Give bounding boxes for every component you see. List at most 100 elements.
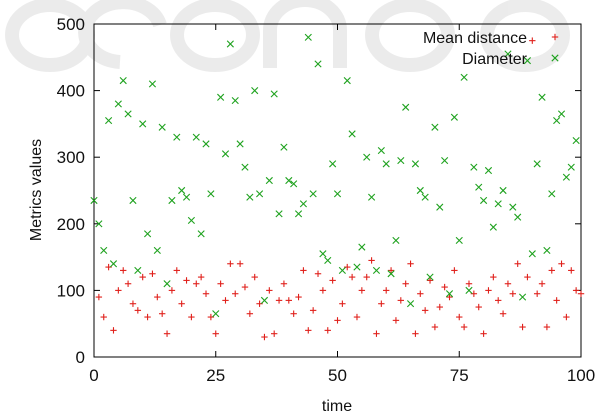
- mean-distance-point: [197, 273, 205, 281]
- legend-marker-diameter-glyph: [551, 54, 559, 62]
- mean-distance-point: [290, 310, 297, 317]
- diameter-point: [163, 280, 171, 288]
- diameter-point: [387, 270, 395, 278]
- diameter-point: [382, 160, 390, 168]
- mean-distance-point: [368, 257, 375, 264]
- mean-distance-point: [514, 260, 521, 267]
- mean-distance-point: [134, 307, 142, 314]
- diameter-point: [105, 116, 113, 125]
- diameter-point: [158, 123, 166, 131]
- diameter-point: [406, 300, 415, 308]
- mean-distance-point: [392, 317, 400, 324]
- diameter-point: [470, 163, 478, 171]
- diameter-point: [533, 160, 541, 168]
- data-markers: [90, 33, 585, 341]
- mean-distance-point: [558, 260, 565, 267]
- diameter-point: [226, 40, 234, 48]
- diameter-point: [134, 266, 142, 275]
- mean-distance-point: [314, 270, 322, 277]
- mean-distance-point: [334, 317, 341, 324]
- diameter-point: [455, 236, 463, 245]
- mean-distance-point: [309, 307, 317, 314]
- mean-distance-point: [431, 323, 439, 331]
- diameter-point: [192, 133, 200, 141]
- diameter-point: [494, 200, 502, 208]
- mean-distance-point: [543, 323, 551, 331]
- mean-distance-point: [124, 280, 132, 287]
- x-axis-title: time: [322, 398, 352, 415]
- diameter-point: [314, 60, 322, 68]
- mean-distance-point: [426, 277, 434, 284]
- mean-distance-point: [563, 313, 570, 321]
- diameter-point: [416, 186, 424, 195]
- mean-distance-point: [324, 327, 331, 334]
- mean-distance-point: [100, 313, 107, 321]
- mean-distance-point: [95, 293, 103, 301]
- diameter-point: [528, 250, 536, 258]
- x-tick-label: 0: [89, 366, 98, 385]
- mean-distance-point: [495, 297, 502, 304]
- mean-distance-point: [529, 37, 536, 44]
- diameter-point: [197, 230, 205, 238]
- diameter-point: [353, 263, 361, 271]
- diameter-point: [280, 143, 288, 151]
- mean-distance-point: [261, 333, 268, 341]
- diameter-point: [100, 246, 108, 255]
- mean-distance-point: [383, 287, 390, 294]
- mean-distance-point: [533, 290, 541, 297]
- mean-distance-point: [295, 293, 302, 301]
- mean-distance-point: [246, 310, 254, 317]
- mean-distance-point: [490, 273, 497, 281]
- mean-distance-point: [348, 273, 356, 281]
- diameter-point: [187, 216, 195, 225]
- diameter-point: [241, 163, 249, 171]
- mean-distance-point: [499, 310, 507, 317]
- diameter-point: [348, 130, 356, 138]
- diameter-point: [294, 210, 303, 218]
- diameter-point: [557, 110, 566, 118]
- mean-distance-point: [339, 300, 346, 307]
- diameter-point: [207, 190, 215, 198]
- y-tick-labels: 0 100 200 300 400 500: [57, 15, 85, 367]
- mean-distance-point: [504, 280, 512, 287]
- legend-label-mean-distance: Mean distance: [423, 30, 527, 47]
- diameter-point: [246, 193, 254, 201]
- diameter-point: [173, 133, 181, 141]
- mean-distance-point: [110, 327, 117, 334]
- diameter-point: [124, 110, 132, 118]
- mean-distance-point: [358, 287, 366, 294]
- legend: Mean distance Diameter: [423, 30, 559, 68]
- mean-distance-point: [572, 287, 580, 294]
- mean-distance-point: [421, 307, 429, 314]
- diameter-point: [260, 296, 269, 304]
- mean-distance-point: [460, 323, 468, 331]
- mean-distance-point: [524, 273, 531, 281]
- mean-distance-point: [577, 290, 585, 297]
- legend-marker-diameter: [551, 54, 559, 62]
- diameter-point: [265, 176, 273, 185]
- diameter-point: [538, 93, 546, 101]
- mean-distance-point: [168, 287, 176, 294]
- diameter-point: [309, 190, 317, 198]
- mean-distance-point: [280, 280, 288, 287]
- diameter-point: [397, 156, 405, 165]
- x-tick-label: 25: [206, 366, 225, 385]
- diameter-point: [460, 73, 468, 81]
- mean-distance-point: [519, 323, 526, 331]
- diameter-point: [372, 266, 381, 275]
- diameter-point: [109, 260, 118, 268]
- mean-distance-point: [397, 297, 405, 304]
- diameter-point: [431, 123, 439, 131]
- diameter-point: [436, 203, 444, 211]
- mean-distance-point: [456, 313, 463, 321]
- diameter-point: [509, 203, 517, 211]
- diameter-point: [484, 166, 493, 175]
- diameter-point: [548, 190, 556, 198]
- mean-distance-point: [329, 277, 336, 284]
- diameter-point: [553, 116, 561, 125]
- y-tick-label: 400: [57, 82, 85, 101]
- diameter-point: [377, 146, 385, 155]
- diameter-point: [368, 193, 376, 201]
- y-tick-label: 500: [57, 15, 85, 34]
- mean-distance-point: [285, 297, 292, 304]
